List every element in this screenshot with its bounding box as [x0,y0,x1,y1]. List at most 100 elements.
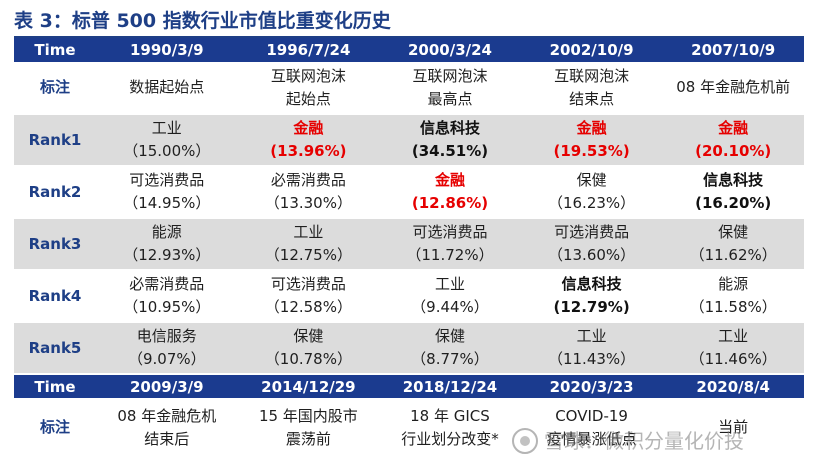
sector-name: 工业 [718,327,749,345]
sector-cell: 保健 （8.77%） [379,322,521,375]
header-date: 2020/8/4 [662,374,804,398]
note-text: COVID-19 [555,406,628,425]
sector-name: 必需消费品 [129,275,205,293]
sector-cell: 工业 （15.00%） [96,114,238,167]
note-text: 15 年国内股市 [258,406,358,425]
snowball-logo-icon [512,428,538,454]
note-text: 行业划分改变* [401,429,499,448]
note-row: 标注 数据起始点 互联网泡沫 起始点 互联网泡沫 最高点 互联网泡沫 结束点 08 年金融危机前 [14,62,804,115]
header-label: Time [14,38,96,62]
header-label: Time [14,374,96,398]
note-cell: 18 年 GICS 行业划分改变* [379,398,521,459]
sector-name: 金融 [718,119,749,137]
sector-weight: (19.53%) [553,142,630,160]
note-label: 标注 [14,62,96,115]
note-text: 互联网泡沫 [270,66,346,85]
sector-name: 工业 [151,119,182,137]
header-date: 1996/7/24 [237,38,380,62]
note-text: 数据起始点 [129,78,205,96]
header-date: 2009/3/9 [96,374,238,398]
rank-row: Rank5 电信服务 （9.07%） 保健 （10.78%） 保健 （8.77%） 工业 （11… [14,322,804,375]
rank-row: Rank2 可选消费品 （14.95%） 必需消费品 （13.30%） 金融 (12.86%… [14,166,804,219]
sector-name: 信息科技 [561,275,622,293]
header-date: 2000/3/24 [379,38,521,62]
header-row: Time 1990/3/9 1996/7/24 2000/3/24 2002/10/9 2… [14,38,804,62]
sector-cell: 工业 （11.46%） [662,322,804,375]
title-rule [14,36,804,38]
sector-weight: （10.78%） [264,350,352,368]
sector-cell: 可选消费品 （13.60%） [520,218,663,271]
sector-name: 工业 [576,327,607,345]
sector-cell: 金融 (12.86%) [379,166,521,219]
sector-name: 能源 [151,223,182,241]
sector-weight: （11.46%） [689,350,777,368]
note-text: 结束后 [144,429,190,448]
sector-weight: (20.10%) [695,142,772,160]
sector-weight: (16.20%) [695,194,772,212]
rank-row: Rank1 工业 （15.00%） 金融 (13.96%) 信息科技 (34.51%) 金融 (… [14,114,804,167]
sector-weight: （14.95%） [123,194,211,212]
sector-cell: 必需消费品 （13.30%） [237,166,380,219]
sector-name: 信息科技 [419,119,480,137]
sector-cell: 信息科技 (16.20%) [662,166,804,219]
sector-weight: （9.07%） [127,350,206,368]
sector-weight: (12.79%) [553,298,630,316]
sector-name: 可选消费品 [412,223,488,241]
note-row: 标注 08 年金融危机 结束后 15 年国内股市 震荡前 18 年 GICS 行业划分改变*… [14,398,804,459]
sector-weight: (13.96%) [270,142,347,160]
note-cell: 当前 [662,398,804,459]
sector-name: 可选消费品 [554,223,630,241]
note-text: 结束点 [569,89,615,108]
header-date: 2002/10/9 [520,38,663,62]
sector-weight: （13.60%） [547,246,636,264]
sector-weight: （11.72%） [406,246,494,264]
note-text: 08 年金融危机 [117,406,217,425]
sector-weight: （12.58%） [264,298,352,316]
sector-cell: 工业 （12.75%） [237,218,380,271]
sector-name: 可选消费品 [129,171,205,189]
note-text: 互联网泡沫 [554,66,630,85]
header-date: 2020/3/23 [520,374,663,398]
sector-cell: 工业 （11.43%） [520,322,663,375]
header-date: 1990/3/9 [96,38,238,62]
note-cell: 互联网泡沫 结束点 [520,62,663,115]
sector-cell: 信息科技 (12.79%) [520,270,663,323]
sector-name: 金融 [576,119,607,137]
sector-weight: （11.43%） [547,350,636,368]
sector-weight: (34.51%) [411,142,489,160]
sector-name: 保健 [293,327,324,345]
note-cell: 15 年国内股市 震荡前 [237,398,380,459]
note-cell: 数据起始点 [96,62,238,115]
sector-weight: （9.44%） [411,298,489,316]
sector-cell: 可选消费品 （11.72%） [379,218,521,271]
sector-cell: 电信服务 （9.07%） [96,322,238,375]
note-label: 标注 [14,398,96,459]
sector-cell: 能源 （12.93%） [96,218,238,271]
header-date: 2007/10/9 [662,38,804,62]
sector-name: 工业 [293,223,324,241]
note-cell: 08 年金融危机前 [662,62,804,115]
sector-name: 保健 [576,171,607,189]
rank-label: Rank2 [14,166,96,219]
rank-row: Rank4 必需消费品 （10.95%） 可选消费品 （12.58%） 工业 （9.44%）… [14,270,804,323]
sector-cell: 可选消费品 （14.95%） [96,166,238,219]
note-cell: 互联网泡沫 起始点 [237,62,380,115]
sector-weight: （8.77%） [411,350,489,368]
note-text: 疫情暴涨低点 [546,429,637,448]
note-text: 互联网泡沫 [412,66,488,85]
header-date: 2018/12/24 [379,374,521,398]
rank-label: Rank3 [14,218,96,271]
sector-weight: （12.75%） [264,246,352,264]
sector-weight-history-table: Time 1990/3/9 1996/7/24 2000/3/24 2002/10/9 2… [14,38,804,459]
sector-cell: 金融 (20.10%) [662,114,804,167]
sector-name: 金融 [293,119,324,137]
sector-weight: (12.86%) [411,194,489,212]
sector-cell: 保健 （11.62%） [662,218,804,271]
rank-label: Rank4 [14,270,96,323]
rank-row: Rank3 能源 （12.93%） 工业 （12.75%） 可选消费品 （11.72%） 可选… [14,218,804,271]
sector-name: 电信服务 [136,327,197,345]
sector-name: 工业 [434,275,465,293]
rank-label: Rank5 [14,322,96,375]
sector-cell: 金融 (19.53%) [520,114,663,167]
sector-name: 必需消费品 [270,171,346,189]
